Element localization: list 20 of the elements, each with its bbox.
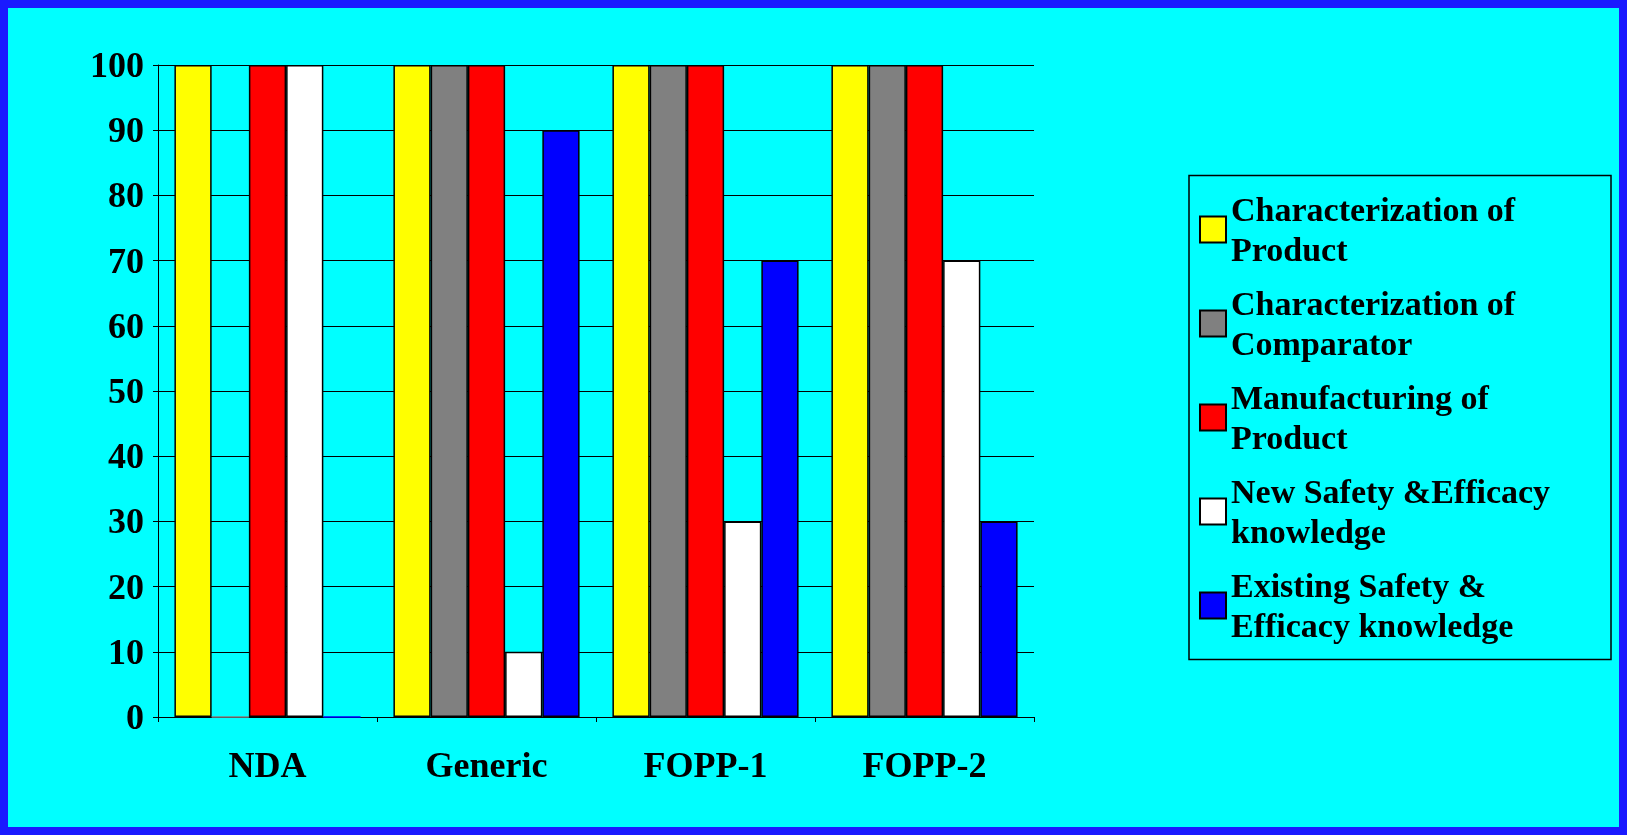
y-tick-label: 20 xyxy=(108,566,144,607)
y-tick-label: 40 xyxy=(108,436,144,477)
y-tick-label: 30 xyxy=(108,501,144,542)
y-tick-label: 0 xyxy=(126,697,144,737)
y-tick-label: 70 xyxy=(108,240,144,281)
y-tick-label: 100 xyxy=(90,45,144,85)
x-tick-label: NDA xyxy=(228,745,307,785)
x-tick-label: FOPP-2 xyxy=(862,745,987,785)
y-tick-label: 90 xyxy=(108,110,144,151)
legend-label: Characterization of Comparator xyxy=(1231,285,1524,362)
legend-label: Existing Safety &Efficacy knowledge xyxy=(1231,567,1514,644)
x-tick-label: Generic xyxy=(425,745,548,785)
x-tick-label: FOPP-1 xyxy=(643,745,768,785)
y-tick-label: 60 xyxy=(108,305,144,346)
y-tick-label: 80 xyxy=(108,175,144,216)
legend-label: New Safety &Efficacy knowledge xyxy=(1231,473,1559,550)
y-tick-label: 10 xyxy=(108,631,144,672)
legend-label: Manufacturing of Product xyxy=(1231,379,1498,456)
legend-label: Characterization of Product xyxy=(1231,191,1524,268)
y-tick-label: 50 xyxy=(108,371,144,411)
